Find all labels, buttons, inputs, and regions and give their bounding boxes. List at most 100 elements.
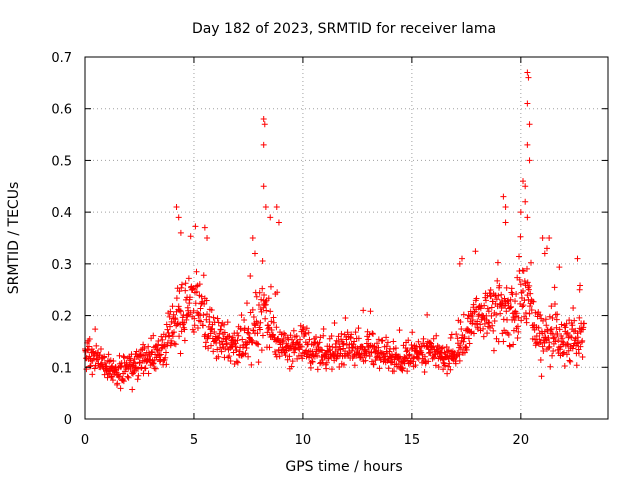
data-point <box>262 301 269 308</box>
data-point <box>308 358 315 365</box>
data-point <box>314 366 321 373</box>
data-point <box>195 310 202 317</box>
data-point <box>300 326 307 333</box>
data-point <box>289 341 296 348</box>
data-point <box>296 346 303 353</box>
data-point <box>545 344 552 351</box>
data-point <box>270 332 277 339</box>
data-point <box>206 318 213 325</box>
data-point <box>484 305 491 312</box>
data-point <box>96 352 103 359</box>
data-point <box>262 315 269 322</box>
data-point <box>375 336 382 343</box>
data-point <box>309 358 316 365</box>
data-point <box>508 303 515 310</box>
data-point <box>560 339 567 346</box>
data-point <box>546 343 553 350</box>
data-point <box>286 353 293 360</box>
data-point <box>340 340 347 347</box>
data-point <box>187 233 194 240</box>
data-point <box>579 353 586 360</box>
data-point <box>257 326 264 333</box>
data-point <box>150 360 157 367</box>
data-point <box>105 351 112 358</box>
x-axis-label: GPS time / hours <box>285 459 402 475</box>
data-point <box>243 345 250 352</box>
x-tick-label: 5 <box>190 433 198 448</box>
data-point <box>336 364 343 371</box>
data-point <box>168 318 175 325</box>
data-point <box>494 277 501 284</box>
data-point <box>84 347 91 354</box>
data-point <box>97 346 104 353</box>
data-point <box>542 316 549 323</box>
y-tick-label: 0.1 <box>51 361 72 376</box>
data-point <box>537 339 544 346</box>
data-point <box>520 302 527 309</box>
data-point <box>472 248 479 255</box>
data-point <box>192 300 199 307</box>
data-point <box>255 359 262 366</box>
data-point <box>87 363 94 370</box>
data-point <box>474 318 481 325</box>
data-point <box>390 338 397 345</box>
data-point <box>182 287 189 294</box>
data-point <box>177 229 184 236</box>
data-point <box>193 268 200 275</box>
data-point <box>191 315 198 322</box>
data-point <box>178 284 185 291</box>
data-point <box>190 284 197 291</box>
data-point <box>173 295 180 302</box>
data-point <box>365 336 372 343</box>
data-point <box>457 346 464 353</box>
data-point <box>192 223 199 230</box>
data-point <box>138 364 145 371</box>
data-point <box>369 330 376 337</box>
data-point <box>130 359 137 366</box>
chart-title: Day 182 of 2023, SRMTID for receiver lam… <box>192 21 496 37</box>
data-point <box>519 267 526 274</box>
data-point <box>430 343 437 350</box>
data-point <box>348 331 355 338</box>
data-point <box>559 335 566 342</box>
data-point <box>208 307 215 314</box>
data-point <box>343 341 350 348</box>
data-point <box>493 296 500 303</box>
data-point <box>250 327 257 334</box>
data-point <box>266 344 273 351</box>
data-point <box>460 311 467 318</box>
data-point <box>575 339 582 346</box>
data-point <box>540 348 547 355</box>
data-point <box>445 356 452 363</box>
data-point <box>91 365 98 372</box>
data-point <box>574 334 581 341</box>
data-point <box>181 326 188 333</box>
data-point <box>198 293 205 300</box>
data-point <box>129 386 136 393</box>
data-point <box>306 336 313 343</box>
data-point <box>466 340 473 347</box>
data-point <box>210 348 217 355</box>
data-point <box>166 313 173 320</box>
data-point <box>170 329 177 336</box>
data-point <box>148 349 155 356</box>
data-point <box>563 351 570 358</box>
data-point <box>261 121 268 128</box>
data-point <box>270 319 277 326</box>
data-point <box>163 321 170 328</box>
data-point <box>362 357 369 364</box>
data-point <box>202 339 209 346</box>
data-point <box>538 373 545 380</box>
data-point <box>383 334 390 341</box>
data-point <box>460 338 467 345</box>
data-point <box>533 333 540 340</box>
data-point <box>289 358 296 365</box>
data-point <box>456 260 463 267</box>
data-point <box>502 219 509 226</box>
data-point <box>543 245 550 252</box>
data-point <box>412 362 419 369</box>
data-point <box>201 301 208 308</box>
data-point <box>176 333 183 340</box>
data-point <box>253 293 260 300</box>
